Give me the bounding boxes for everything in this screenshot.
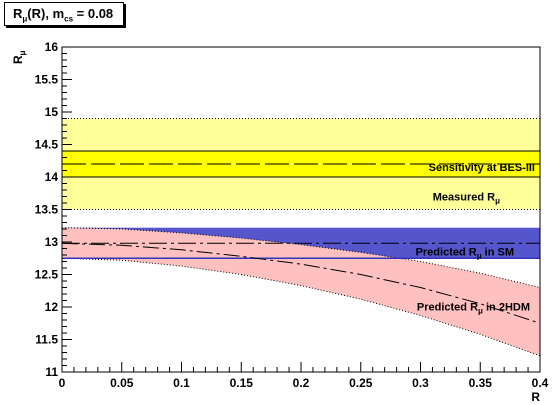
- y-tick-label: 13: [45, 235, 59, 249]
- title-sub1: μ: [22, 14, 28, 24]
- x-tick-label: 0: [59, 376, 66, 390]
- x-tick-label: 0.35: [469, 376, 493, 390]
- y-tick-label: 15: [45, 105, 59, 119]
- x-tick-label: 0.1: [173, 376, 190, 390]
- y-tick-label: 14.5: [35, 138, 59, 152]
- x-axis-label: R: [531, 390, 540, 404]
- x-tick-label: 0.25: [349, 376, 373, 390]
- twohdm-band: [62, 227, 540, 356]
- y-tick-label: 15.5: [35, 73, 59, 87]
- y-tick-label: 14: [45, 170, 59, 184]
- x-tick-label: 0.05: [110, 376, 134, 390]
- chart-title: Rμ(R), mcs = 0.08: [4, 2, 125, 26]
- y-tick-label: 11.5: [35, 333, 58, 347]
- measured-label: Measured Rμ: [433, 192, 500, 206]
- twohdm-lower-edge: [61, 257, 541, 357]
- x-tick-label: 0.4: [532, 376, 549, 390]
- y-tick-label: 13.5: [35, 203, 59, 217]
- sensitivity-label: Sensitivity at BES-III: [429, 162, 535, 174]
- title-main: R: [13, 6, 23, 21]
- title-mid: (R), m: [27, 6, 65, 21]
- y-tick-label: 12: [45, 300, 59, 314]
- x-tick-label: 0.2: [293, 376, 310, 390]
- sm-label: Predicted Rμ in SM: [416, 246, 514, 260]
- title-sub2: cs: [64, 14, 74, 24]
- y-tick-label: 11: [45, 365, 58, 379]
- y-tick-label: 12.5: [35, 268, 59, 282]
- title-tail: = 0.08: [73, 6, 114, 21]
- y-axis-label: Rμ: [11, 50, 27, 64]
- x-tick-label: 0.3: [412, 376, 429, 390]
- x-tick-label: 0.15: [230, 376, 254, 390]
- twohdm-label: Predicted Rμ in 2HDM: [417, 302, 530, 316]
- y-tick-label: 16: [45, 40, 59, 54]
